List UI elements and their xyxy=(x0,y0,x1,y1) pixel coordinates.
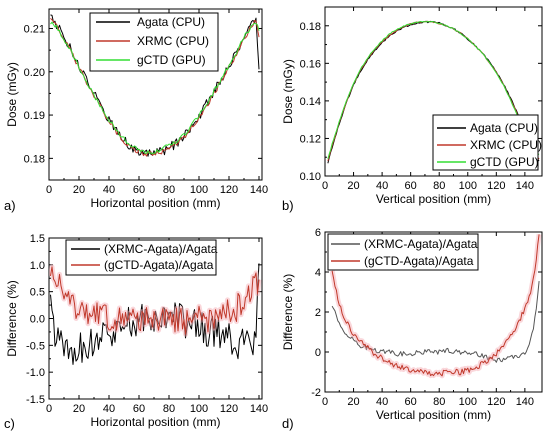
legend-box xyxy=(65,239,217,276)
y-tick-label: 0.10 xyxy=(300,171,321,183)
y-tick-label: 6 xyxy=(315,227,321,239)
y-tick-label: -1.5 xyxy=(26,394,45,406)
x-tick-label: 140 xyxy=(250,403,268,415)
plot-frame xyxy=(324,6,543,177)
x-tick-label: 60 xyxy=(405,180,417,192)
y-axis-label: Dose (mGy) xyxy=(5,62,19,127)
y-tick-label: 0.16 xyxy=(300,58,321,70)
series-line-2 xyxy=(50,266,260,335)
plot-frame xyxy=(48,8,263,181)
x-tick-label: 40 xyxy=(103,403,115,415)
panel-label: c) xyxy=(4,416,15,431)
legend: (XRMC-Agata)/Agata (gCTD-Agata)/Agata xyxy=(65,239,218,276)
legend: Agata (CPU) XRMC (CPU) gCTD (GPU) xyxy=(89,12,219,72)
legend-entry-3: gCTD (GPU) xyxy=(470,155,539,169)
plot-area xyxy=(327,20,540,164)
x-tick-label: 60 xyxy=(405,396,417,408)
x-tick-label: 0 xyxy=(322,396,328,408)
x-tick-label: 120 xyxy=(220,403,238,415)
panel-label: a) xyxy=(4,198,16,213)
y-tick-label: 1.5 xyxy=(30,233,45,245)
y-tick-label: 0.20 xyxy=(24,67,45,79)
legend: Agata (CPU) XRMC (CPU) gCTD (GPU) xyxy=(432,114,542,171)
x-tick-label: 100 xyxy=(459,396,477,408)
legend: (XRMC-Agata)/Agata (gCTD-Agata)/Agata xyxy=(327,233,479,271)
legend-entry-1: Agata (CPU) xyxy=(470,121,538,135)
y-tick-label: 0.5 xyxy=(30,287,45,299)
legend-entry-1: Agata (CPU) xyxy=(137,15,205,29)
x-tick-label: 40 xyxy=(376,396,388,408)
legend-entry-2: (gCTD-Agata)/Agata xyxy=(364,254,474,268)
series-line-3 xyxy=(50,21,260,155)
legend-entry-2: XRMC (CPU) xyxy=(137,34,209,48)
y-tick-label: 0.19 xyxy=(24,110,45,122)
y-tick-label: -0.5 xyxy=(26,340,45,352)
x-tick-label: 140 xyxy=(516,396,534,408)
x-tick-label: 80 xyxy=(163,403,175,415)
y-axis-label: Difference (%) xyxy=(5,280,19,356)
chart-panel-3: 0 20 40 60 80 100 120 140 -1.5 -1.0 -0.5 0.0 0.5 1.0 1… xyxy=(4,233,268,431)
legend-entry-2: XRMC (CPU) xyxy=(470,138,542,152)
x-tick-label: 20 xyxy=(73,184,85,196)
x-tick-label: 80 xyxy=(433,180,445,192)
x-tick-label: 140 xyxy=(516,180,534,192)
y-tick-label: -2 xyxy=(311,387,321,399)
legend-entry-3: gCTD (GPU) xyxy=(137,53,206,67)
series-line-3 xyxy=(327,21,540,160)
legend-box xyxy=(432,114,539,171)
chart-panel-2: 0 20 40 60 80 100 120 140 0.10 0.12 0.14 0.16 0.18 Ve… xyxy=(281,6,543,213)
plot-area xyxy=(49,263,262,365)
x-tick-label: 120 xyxy=(220,184,238,196)
x-tick-label: 120 xyxy=(487,396,505,408)
x-tick-label: 60 xyxy=(133,403,145,415)
y-axis-label: Dose (mGy) xyxy=(281,59,295,124)
y-tick-label: 0.14 xyxy=(300,96,321,108)
x-tick-label: 20 xyxy=(73,403,85,415)
x-tick-label: 40 xyxy=(376,180,388,192)
plot-area xyxy=(329,233,542,379)
y-tick-label: 2 xyxy=(315,307,321,319)
panel-label: d) xyxy=(282,416,294,431)
x-tick-label: 0 xyxy=(46,184,52,196)
plot-area xyxy=(50,14,260,157)
series-line-1 xyxy=(50,263,260,365)
panel-label: b) xyxy=(282,198,294,213)
x-tick-label: 0 xyxy=(46,403,52,415)
x-tick-label: 20 xyxy=(347,180,359,192)
legend-entry-1: (XRMC-Agata)/Agata xyxy=(364,237,478,251)
y-tick-label: 1.0 xyxy=(30,260,45,272)
x-tick-label: 120 xyxy=(487,180,505,192)
legend-box xyxy=(327,233,479,271)
chart-panel-1: 0 20 40 60 80 100 120 140 0.18 0.19 0.20 0.21 Horizo… xyxy=(4,8,268,213)
series-line-2 xyxy=(331,234,540,377)
x-tick-label: 140 xyxy=(250,184,268,196)
y-tick-label: 0.12 xyxy=(300,133,321,145)
y-tick-label: -1.0 xyxy=(26,367,45,379)
y-tick-label: 4 xyxy=(315,267,321,279)
x-tick-label: 100 xyxy=(190,403,208,415)
x-tick-label: 100 xyxy=(190,184,208,196)
y-axis-label: Difference (%) xyxy=(281,274,295,350)
x-tick-label: 100 xyxy=(459,180,477,192)
y-tick-label: 0.0 xyxy=(30,314,45,326)
x-axis-label: Vertical position (mm) xyxy=(376,408,491,422)
y-tick-label: 0.18 xyxy=(24,153,45,165)
x-axis-label: Vertical position (mm) xyxy=(376,192,491,206)
x-axis-label: Horizontal position (mm) xyxy=(90,196,220,210)
legend-entry-2: (gCTD-Agata)/Agata xyxy=(104,258,214,272)
x-tick-label: 60 xyxy=(133,184,145,196)
x-tick-label: 80 xyxy=(433,396,445,408)
x-tick-label: 20 xyxy=(347,396,359,408)
y-tick-label: 0.21 xyxy=(24,23,45,35)
legend-entry-1: (XRMC-Agata)/Agata xyxy=(104,242,218,256)
y-tick-label: 0.18 xyxy=(300,21,321,33)
x-tick-label: 0 xyxy=(322,180,328,192)
y-tick-label: 0 xyxy=(315,347,321,359)
x-tick-label: 80 xyxy=(163,184,175,196)
x-axis-label: Horizontal position (mm) xyxy=(90,415,220,429)
x-tick-label: 40 xyxy=(103,184,115,196)
series-line-1 xyxy=(331,281,540,363)
